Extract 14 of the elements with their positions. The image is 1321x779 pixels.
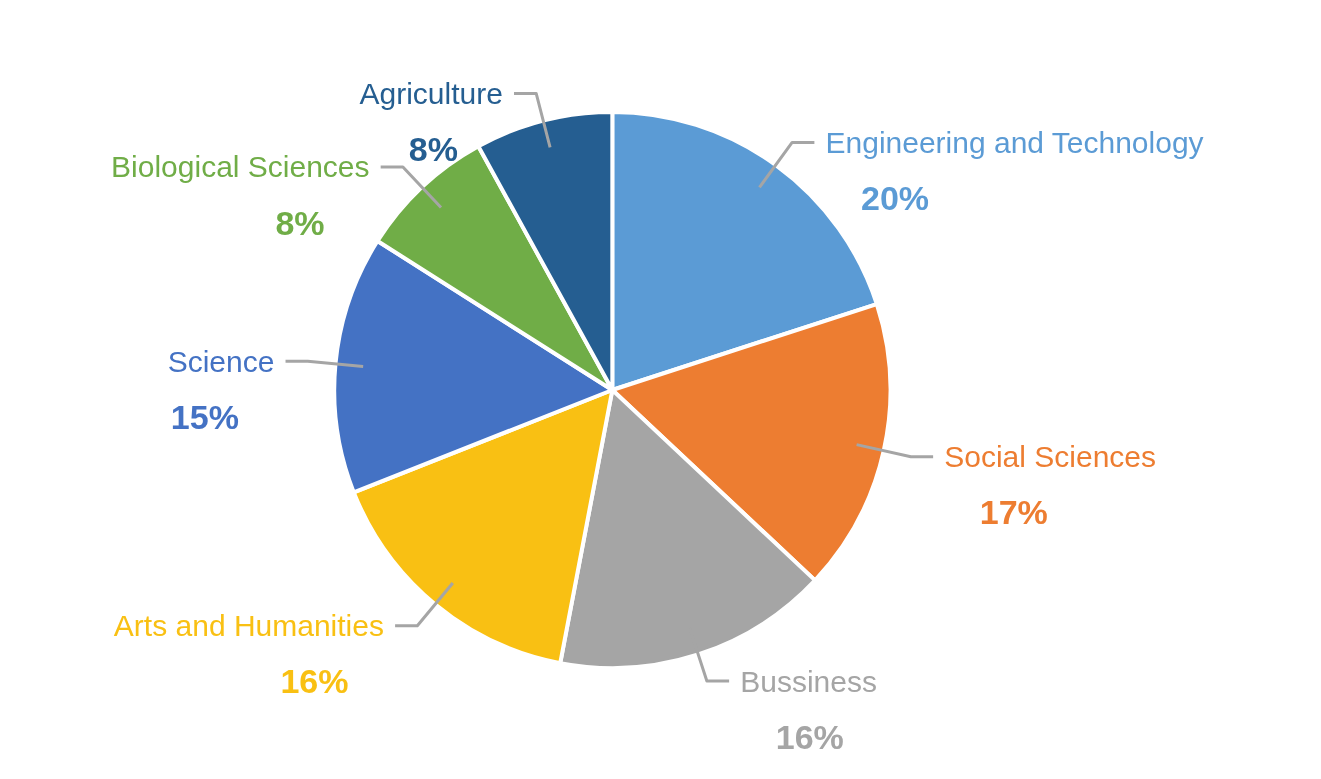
data-label: 8% <box>275 203 325 242</box>
slice-label: Social Sciences <box>944 440 1157 474</box>
slice-label: Arts and Humanities <box>113 609 384 643</box>
slice-label: Science <box>167 344 275 378</box>
slice-label: Biological Sciences <box>111 150 370 184</box>
slice-label: Bussiness <box>740 664 877 698</box>
data-label: 8% <box>408 130 458 169</box>
data-label: 16% <box>280 662 349 701</box>
data-label: 20% <box>861 179 930 218</box>
slice-label: Agriculture <box>359 77 503 111</box>
data-label: 17% <box>979 493 1048 532</box>
data-label: 15% <box>170 397 239 436</box>
slice-label: Engineering and Technology <box>825 125 1204 159</box>
data-label: 16% <box>775 717 844 756</box>
